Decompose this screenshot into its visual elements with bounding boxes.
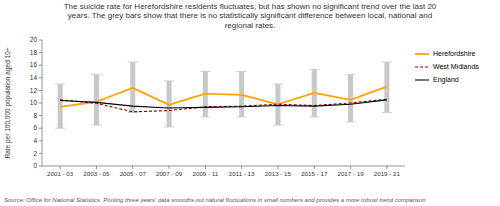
ci-cap-lower [237,116,247,117]
legend-swatch [415,79,429,80]
y-tick-label: 4 [33,137,37,144]
legend-label: Herefordshire [433,50,476,57]
y-tick [39,40,42,41]
ci-cap-lower [309,116,319,117]
y-tick [39,65,42,66]
y-tick [39,103,42,104]
x-tick-label: 2013 - 15 [265,170,292,177]
y-tick-label: 16 [30,61,38,68]
y-tick [39,77,42,78]
ci-cap-upper [273,84,283,85]
x-tick-label: 2003 - 05 [83,170,110,177]
y-tick-label: 20 [30,36,38,43]
y-tick [39,140,42,141]
x-tick-label: 2009 - 11 [193,170,219,177]
ci-cap-upper [128,62,138,63]
ci-cap-upper [200,71,210,72]
plot-area [55,62,392,128]
x-tick-label: 2001 - 03 [47,170,74,177]
legend: Herefordshire West Midlands England [415,50,479,84]
y-tick [39,153,42,154]
x-tick [241,166,242,169]
legend-label: West Midlands [433,63,479,70]
x-tick [386,166,387,169]
x-tick-label: 2017 - 19 [337,170,364,177]
ci-cap-lower [273,125,283,126]
x-tick [169,166,170,169]
y-tick-label: 2 [33,150,37,157]
ci-cap-upper [309,69,319,70]
ci-cap-upper [55,84,65,85]
y-tick-label: 0 [33,162,37,169]
ci-cap-lower [200,116,210,117]
title-line: regional rates. [225,21,276,30]
title-line: years. The grey bars show that there is … [68,11,432,20]
ci-cap-upper [346,74,356,75]
y-tick [39,90,42,91]
legend-label: England [433,76,459,84]
y-tick-label: 10 [30,99,38,106]
ci-cap-upper [237,71,247,72]
legend-swatch [415,53,429,55]
x-tick [277,166,278,169]
y-tick-label: 6 [33,124,37,131]
series-line [60,99,387,112]
y-tick [39,128,42,129]
ci-cap-upper [91,74,101,75]
ci-cap-upper [164,80,174,81]
y-axis-label: Rate per 100,000 population aged 10+ [4,47,12,158]
legend-swatch [415,66,429,67]
x-tick-label: 2011 - 13 [229,170,255,177]
title: The suicide rate for Herefordshire resid… [64,2,437,30]
x-tick-label: 2019 - 21 [374,170,401,177]
title-line: The suicide rate for Herefordshire resid… [64,2,437,11]
y-tick-label: 12 [30,87,38,94]
ci-cap-lower [346,121,356,122]
y-tick-label: 14 [30,74,38,81]
x-tick [132,166,133,169]
ci-cap-lower [91,125,101,126]
x-tick-label: 2005 - 07 [120,170,147,177]
ci-cap-lower [164,126,174,127]
x-tick [205,166,206,169]
series-line [60,100,387,108]
ci-cap-lower [55,128,65,129]
x-tick-label: 2007 - 09 [156,170,183,177]
y-tick [39,166,42,167]
ci-cap-upper [382,62,392,63]
footnote: Source: Office for National Statistics. … [4,197,426,203]
ci-bar [94,75,99,125]
y-tick [39,115,42,116]
chart: The suicide rate for Herefordshire resid… [0,0,500,206]
x-tick [60,166,61,169]
y-tick [39,52,42,53]
x-tick [350,166,351,169]
x-tick-label: 2015 - 17 [301,170,328,177]
x-tick [314,166,315,169]
ci-cap-lower [382,112,392,113]
x-tick [96,166,97,169]
y-tick-label: 18 [30,49,38,56]
y-tick-label: 8 [33,112,37,119]
